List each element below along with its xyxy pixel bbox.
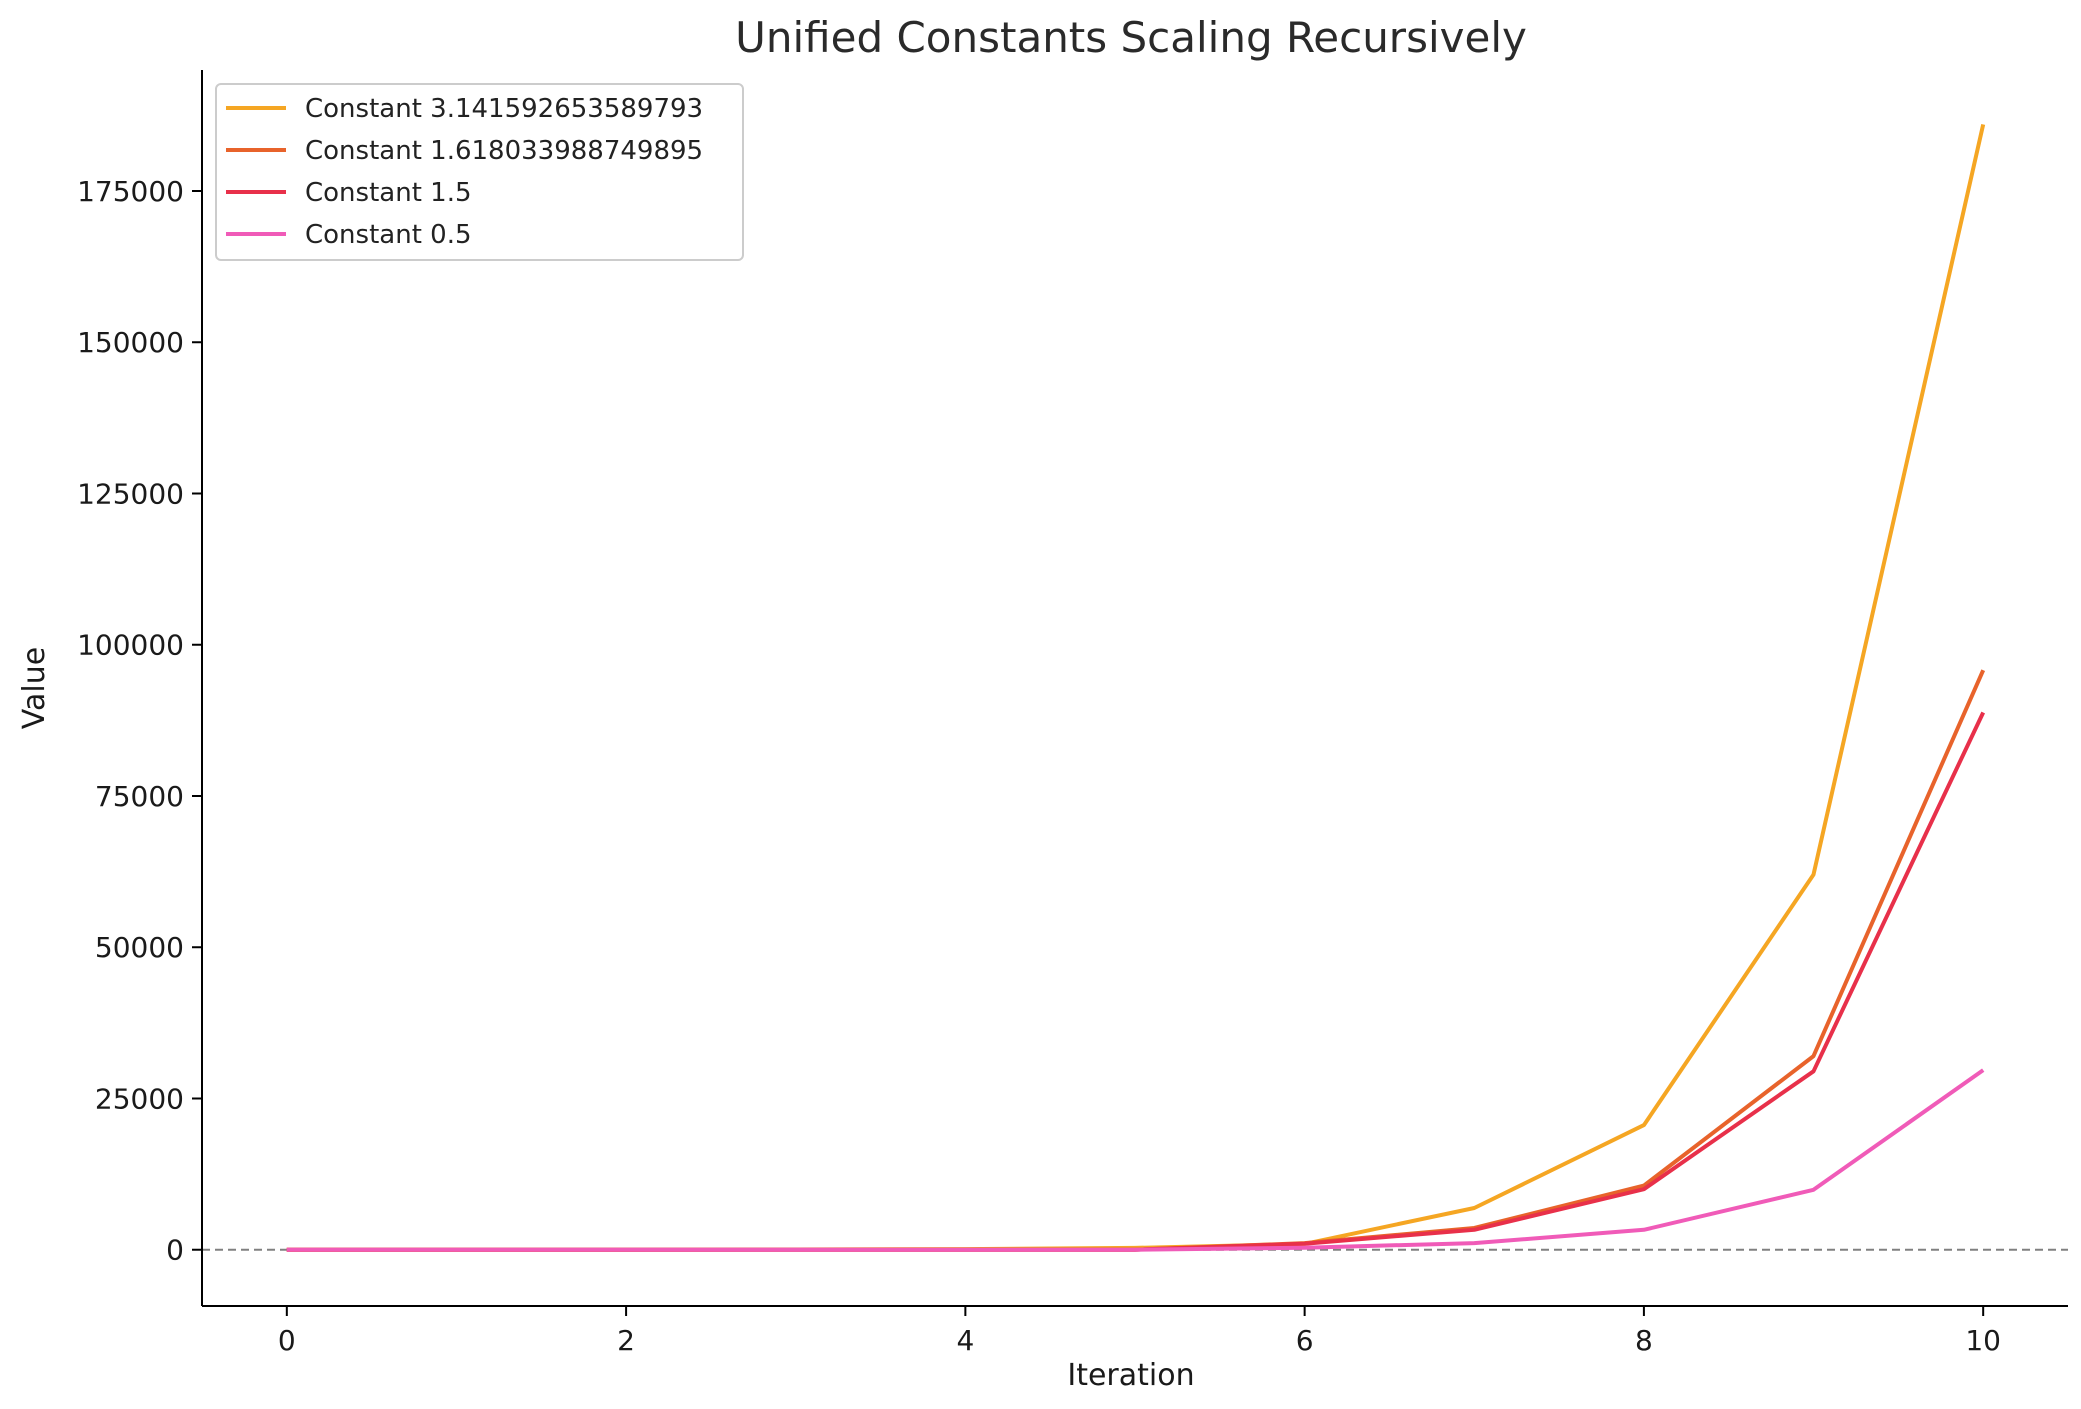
y-tick-label: 0 [166,1234,184,1267]
x-tick-label: 4 [956,1324,974,1357]
legend: Constant 3.141592653589793 Constant 1.618… [215,83,744,261]
y-tick-label: 125000 [77,477,184,510]
legend-box [215,83,744,261]
legend-entry-label: Constant 0.5 [305,220,472,250]
y-axis-label: Value [17,647,52,729]
y-tick-label: 50000 [95,931,184,964]
chart-title: Unified Constants Scaling Recursively [735,13,1527,62]
y-tick-label: 100000 [77,629,184,662]
x-axis-label: Iteration [1067,1358,1194,1393]
legend-entry-label: Constant 1.618033988749895 [305,136,703,166]
y-tick-label: 150000 [77,326,184,359]
legend-entry-label: Constant 3.141592653589793 [305,94,703,124]
y-tick-label: 25000 [95,1082,184,1115]
x-tick-label: 0 [278,1324,296,1357]
y-tick-label: 175000 [77,175,184,208]
plot-area: 0 2 4 6 8 10 0 25000 50000 75000 100000 125000 15000… [77,70,2068,1357]
x-tick-label: 8 [1635,1324,1653,1357]
x-tick-label: 10 [1965,1324,2001,1357]
y-tick-label: 75000 [95,780,184,813]
series-line-4 [286,1068,1985,1252]
legend-entry-label: Constant 1.5 [305,178,472,208]
x-tick-label: 2 [617,1324,635,1357]
x-tick-label: 6 [1296,1324,1314,1357]
